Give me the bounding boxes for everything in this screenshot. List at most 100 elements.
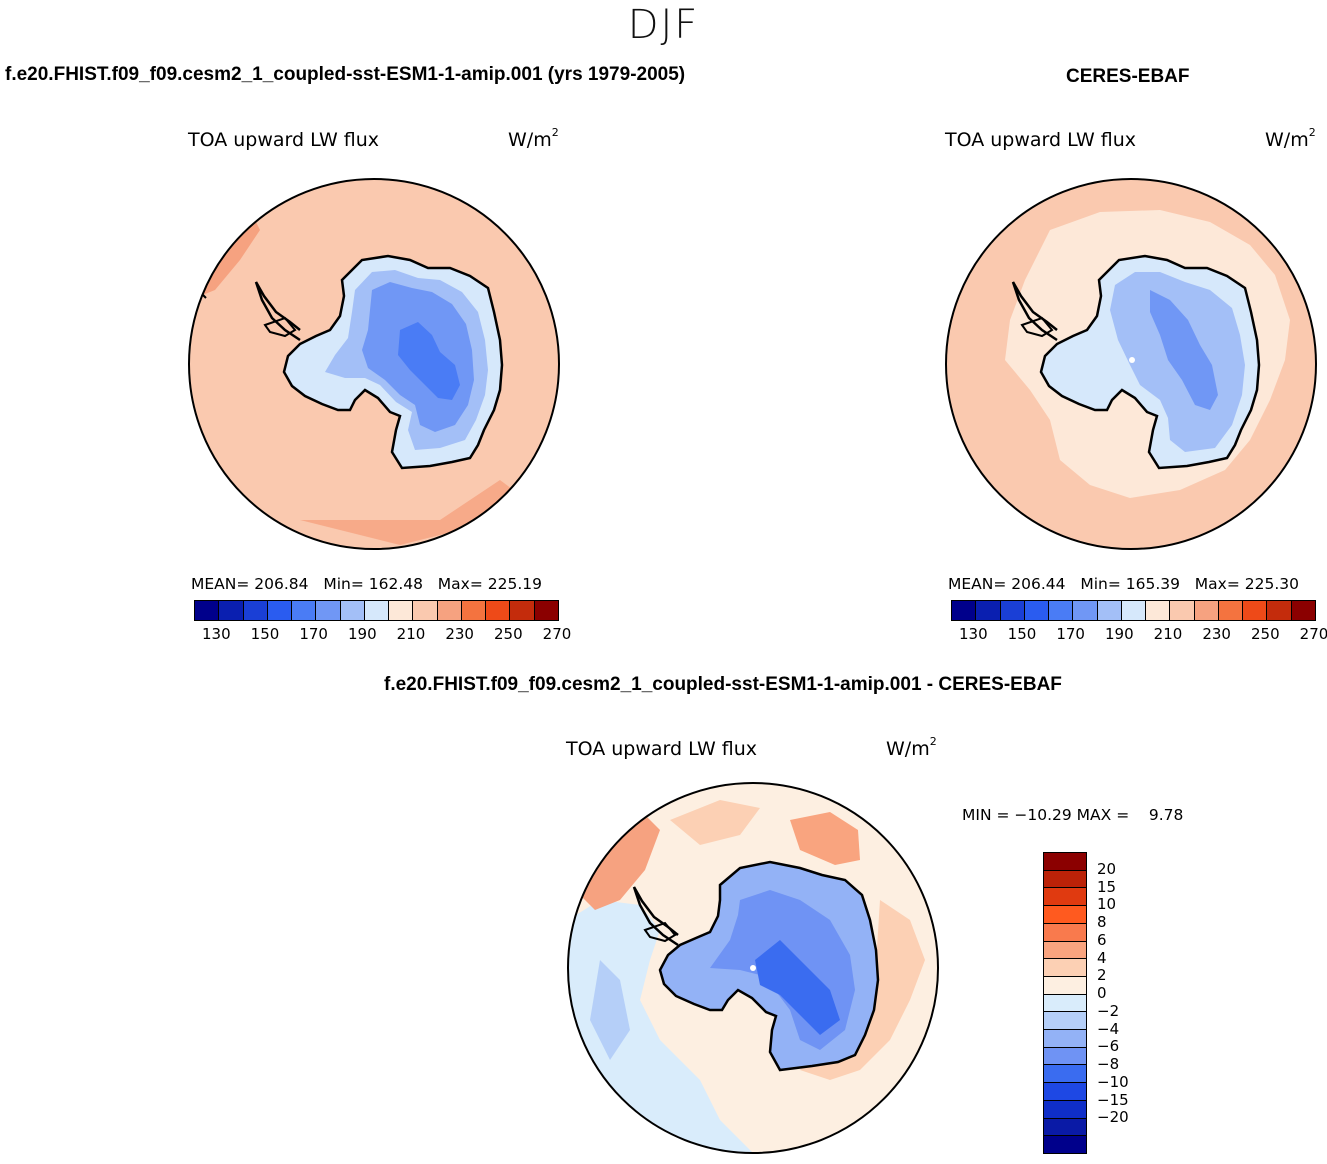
model-colorbar-tick: 150 — [250, 625, 280, 643]
model-colorbar-tick: 250 — [494, 625, 523, 643]
model-units-base: W/m — [508, 129, 552, 151]
obs-colorbar-tick: 190 — [1105, 625, 1134, 643]
model-colorbar-tick: 190 — [348, 625, 377, 643]
model-colorbar-box — [219, 601, 244, 620]
obs-colorbar-box — [976, 601, 1001, 620]
diff-colorbar-box — [1044, 976, 1086, 995]
model-units-label: W/m2 — [508, 126, 559, 151]
model-min-label: Min= — [323, 575, 364, 593]
obs-colorbar-tick: 170 — [1056, 625, 1085, 643]
model-colorbar-box — [340, 601, 365, 620]
diff-colorbar-box — [1044, 959, 1086, 977]
diff-colorbar-tick: 15 — [1097, 877, 1117, 896]
obs-colorbar-box — [1243, 601, 1268, 620]
obs-colorbar-box — [1194, 601, 1219, 620]
obs-variable-label: TOA upward LW flux — [945, 129, 1137, 151]
diff-map-fill — [568, 783, 938, 1153]
obs-colorbar-box — [1073, 601, 1098, 620]
diff-colorbar-box — [1044, 870, 1086, 889]
model-colorbar-tick: 130 — [202, 625, 231, 643]
diff-colorbar-tick: 4 — [1097, 948, 1107, 967]
diff-colorbar-box — [1044, 906, 1086, 924]
model-colorbar-box — [534, 601, 558, 620]
obs-max-value: 225.30 — [1244, 575, 1300, 593]
diff-colorbar-tick: −15 — [1097, 1090, 1129, 1109]
obs-units-exp: 2 — [1308, 126, 1316, 139]
obs-map-fill — [946, 179, 1316, 549]
obs-colorbar-tick: 130 — [959, 625, 988, 643]
diff-pole-dot — [750, 965, 756, 971]
obs-colorbar-box — [1146, 601, 1171, 620]
obs-colorbar-box — [1267, 601, 1292, 620]
model-stats: MEAN= 206.84 Min= 162.48 Max= 225.19 — [191, 575, 542, 593]
diff-positive-patch-1 — [575, 810, 660, 910]
model-map-fill — [189, 179, 559, 549]
diff-units-label: W/m2 — [886, 735, 937, 760]
diff-colorbar-tick: −2 — [1097, 1001, 1120, 1020]
obs-stats: MEAN= 206.44 Min= 165.39 Max= 225.30 — [948, 575, 1299, 593]
diff-positive-patch-3 — [670, 800, 760, 845]
obs-coastline — [1039, 254, 1261, 470]
obs-colorbar-ticks: 130 150 170 190 210 230 250 270 — [951, 621, 1327, 643]
season-title: DJF — [627, 2, 700, 48]
model-colorbar-tick: 170 — [299, 625, 328, 643]
obs-colorbar-boxes — [951, 600, 1316, 621]
model-colorbar-tick: 230 — [445, 625, 474, 643]
obs-colorbar-box — [1049, 601, 1074, 620]
model-colorbar-box — [364, 601, 390, 620]
model-colorbar-box — [195, 601, 220, 620]
model-max-value: 225.19 — [487, 575, 543, 593]
diff-colorbar-box — [1044, 888, 1086, 907]
obs-units-base: W/m — [1265, 129, 1309, 151]
model-colorbar-ticks: 130 150 170 190 210 230 250 270 — [194, 621, 571, 643]
diff-variable-label: TOA upward LW flux — [566, 738, 758, 760]
obs-island — [1020, 316, 1054, 338]
obs-continent-inner — [1150, 290, 1218, 410]
diff-units-exp: 2 — [929, 735, 937, 748]
obs-min-label: Min= — [1080, 575, 1121, 593]
model-min-value: 162.48 — [368, 575, 424, 593]
obs-mean-label: MEAN= — [948, 575, 1007, 593]
diff-colorbar-tick: 10 — [1097, 895, 1117, 914]
diff-colorbar-tick: −4 — [1097, 1019, 1120, 1038]
diff-colorbar-tick: 0 — [1097, 984, 1107, 1003]
diff-colorbar-box — [1044, 994, 1086, 1013]
model-colorbar-box — [413, 601, 438, 620]
model-colorbar-box — [267, 601, 293, 620]
diff-colorbar-box — [1044, 1136, 1086, 1153]
diff-coastline — [658, 860, 880, 1072]
obs-colorbar-tick: 210 — [1153, 625, 1183, 643]
model-max-label: Max= — [437, 575, 483, 593]
model-colorbar-box — [510, 601, 535, 620]
obs-colorbar-box — [1000, 601, 1025, 620]
obs-colorbar-box — [1170, 601, 1195, 620]
obs-colorbar-tick: 270 — [1299, 625, 1327, 643]
diff-colorbar-tick: −8 — [1097, 1055, 1120, 1074]
diff-colorbar-tick: 6 — [1097, 930, 1107, 949]
diff-colorbar-box — [1044, 1030, 1086, 1048]
diff-colorbar-box — [1044, 1118, 1086, 1137]
model-colorbar-boxes — [194, 600, 559, 621]
diff-colorbar-box — [1044, 1065, 1086, 1084]
diff-colorbar-box — [1044, 941, 1086, 960]
model-colorbar-box — [316, 601, 341, 620]
model-mean-label: MEAN= — [191, 575, 250, 593]
model-variable-label: TOA upward LW flux — [188, 129, 380, 151]
diff-colorbar-box — [1044, 923, 1086, 942]
obs-panel-title: CERES-EBAF — [1066, 66, 1190, 87]
obs-min-value: 165.39 — [1125, 575, 1181, 593]
diff-colorbar-tick: −20 — [1097, 1108, 1129, 1127]
diff-colorbar-tick: −10 — [1097, 1072, 1129, 1091]
obs-map-border — [945, 178, 1317, 550]
diff-colorbar-box — [1044, 1100, 1086, 1119]
model-colorbar: 130 150 170 190 210 230 250 270 — [194, 600, 571, 643]
diff-positive-patch-2 — [790, 812, 860, 865]
diff-continent-core — [755, 940, 840, 1035]
obs-units-label: W/m2 — [1265, 126, 1316, 151]
diff-minmax: MIN = −10.29 MAX = 9.78 — [962, 806, 1184, 824]
diff-colorbar — [1043, 852, 1087, 1154]
diff-colorbar-box — [1044, 1012, 1086, 1031]
obs-colorbar-box — [952, 601, 977, 620]
diff-colorbar-ticks: 20 15 10 8 6 4 2 0 −2 −4 −6 −8 −10 −15 −20 — [1097, 852, 1137, 1154]
